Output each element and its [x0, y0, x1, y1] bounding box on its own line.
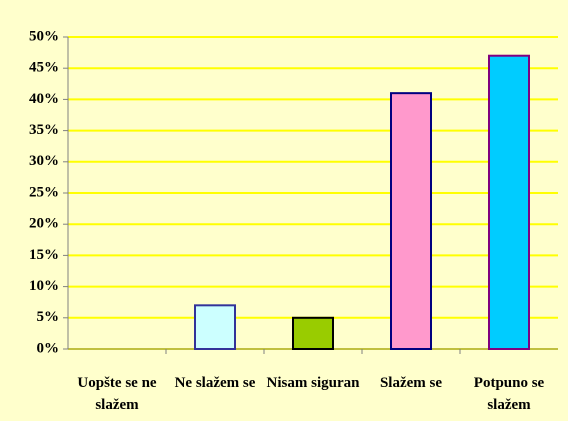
- y-tick-label: 50%: [29, 28, 59, 44]
- bar: [194, 304, 236, 351]
- bar: [390, 92, 432, 350]
- y-tick-label: 45%: [29, 60, 59, 76]
- y-tick-label: 35%: [29, 122, 59, 138]
- x-tick-label: Potpuno se slažem: [473, 375, 545, 413]
- y-tick-label: 30%: [29, 153, 59, 169]
- y-tick-label: 10%: [29, 278, 59, 294]
- x-tick-label: Uopšte se ne slažem: [77, 375, 157, 413]
- bar: [488, 54, 530, 350]
- y-tick-label: 5%: [37, 309, 60, 325]
- x-tick-label: Nisam siguran: [266, 375, 360, 391]
- y-tick-label: 25%: [29, 184, 59, 200]
- y-tick-label: 20%: [29, 216, 59, 232]
- y-tick-label: 15%: [29, 247, 59, 263]
- y-tick-label: 0%: [37, 340, 60, 356]
- x-tick-label: Slažem se: [379, 375, 443, 391]
- y-tick-label: 40%: [29, 91, 59, 107]
- bar: [292, 316, 334, 350]
- x-tick-label: Ne slažem se: [174, 375, 256, 391]
